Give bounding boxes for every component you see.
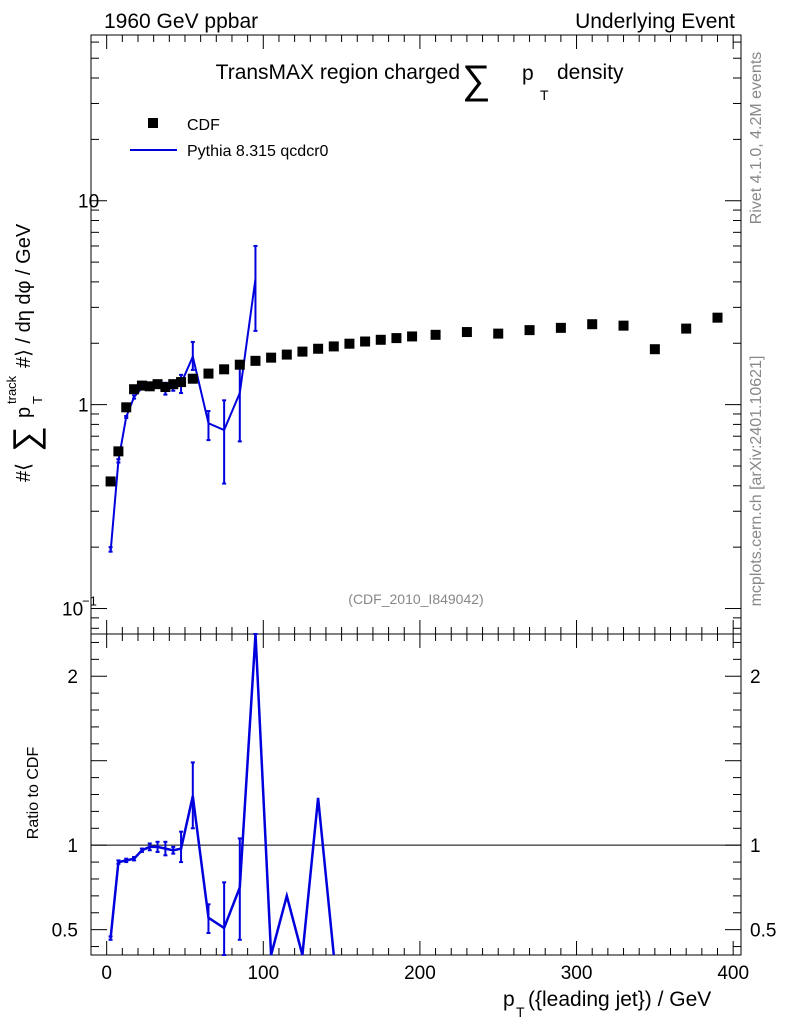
y-tick-label: 10 (78, 192, 99, 213)
cdf-data-point (176, 377, 187, 388)
pythia-line (109, 278, 257, 552)
y-tick-label: 1 (78, 396, 89, 417)
ratio-y-tick-label-left: 0.5 (52, 921, 78, 942)
cdf-data-point (344, 338, 355, 349)
y-tick-label: 10 (62, 600, 83, 621)
y-tick-label-exponent: −1 (82, 594, 97, 609)
svg-text:p: p (13, 407, 35, 418)
cdf-data-point (375, 334, 386, 345)
cdf-data-point (712, 312, 723, 323)
cdf-data-point (152, 379, 163, 390)
ratio-axis-ticks (90, 634, 741, 955)
cdf-data-point (203, 368, 214, 379)
ratio-plot-marks (91, 633, 741, 956)
mcplots-label: mcplots.cern.ch [arXiv:2401.10621] (748, 356, 765, 607)
svg-text:#⟩ / dη dφ / GeV: #⟩ / dη dφ / GeV (13, 223, 35, 368)
cdf-data-point (136, 380, 147, 391)
cdf-data-point (524, 325, 535, 336)
x-tick-label: 300 (561, 963, 593, 984)
svg-text:({leading jet}) / GeV: ({leading jet}) / GeV (528, 988, 711, 1011)
plot-title-prefix: TransMAX region charged (216, 61, 460, 84)
svg-text:track: track (4, 375, 19, 404)
cdf-data-point (297, 346, 308, 357)
cdf-data-point (313, 343, 324, 354)
legend-label-cdf: CDF (187, 117, 220, 134)
svg-text:#⟨: #⟨ (13, 463, 35, 482)
cdf-data-point (360, 336, 371, 347)
cdf-data-point (105, 476, 116, 487)
x-tick-label: 0 (101, 963, 112, 984)
cdf-data-point (187, 373, 198, 384)
cdf-data-point (461, 327, 472, 338)
cdf-data-point (250, 355, 261, 366)
legend-label-pythia: Pythia 8.315 qcdcr0 (187, 143, 329, 160)
legend: CDF Pythia 8.315 qcdcr0 (130, 117, 329, 160)
cdf-data-point (168, 379, 179, 390)
cdf-data-point (266, 352, 277, 363)
main-axis-ticks (90, 35, 741, 634)
ratio-y-tick-label-left: 1 (67, 836, 78, 857)
x-tick-label: 200 (404, 963, 436, 984)
analysis-watermark: (CDF_2010_I849042) (348, 591, 483, 607)
ratio-y-tick-label-right: 2 (750, 667, 761, 688)
ratio-y-tick-label-right: 0.5 (750, 921, 776, 942)
rivet-label: Rivet 4.1.0, 4.2M events (748, 52, 765, 225)
main-plot-marks (105, 244, 723, 553)
svg-text:T: T (516, 1004, 525, 1020)
ratio-line (109, 633, 336, 956)
ratio-y-tick-label-left: 2 (67, 667, 78, 688)
x-tick-label: 400 (717, 963, 749, 984)
svg-text:T: T (30, 396, 45, 404)
cdf-data-point (430, 329, 441, 340)
cdf-data-point (121, 402, 132, 413)
cdf-data-point (160, 382, 171, 393)
plot-title-sum: ∑ (462, 58, 491, 102)
legend-marker-cdf (148, 118, 158, 128)
cdf-data-point (681, 323, 692, 334)
cdf-data-point (219, 364, 230, 375)
ratio-plot-frame (90, 633, 742, 956)
cdf-data-point (144, 381, 155, 392)
cdf-data-point (555, 322, 566, 333)
plot-title-suffix: density (557, 61, 624, 84)
cdf-data-point (407, 331, 418, 342)
x-tick-label: 100 (247, 963, 279, 984)
cdf-data-point (587, 319, 598, 330)
x-axis-label: p T ({leading jet}) / GeV (503, 988, 711, 1020)
cdf-data-point (618, 320, 629, 331)
ratio-y-tick-label-right: 1 (750, 836, 761, 857)
cdf-data-point (649, 344, 660, 355)
cdf-data-point (328, 341, 339, 352)
header-left: 1960 GeV ppbar (104, 10, 258, 33)
cdf-data-point (113, 446, 124, 457)
main-ylabel: #⟨ ∑ p track T #⟩ / dη dφ / GeV (4, 223, 46, 482)
cdf-data-point (493, 328, 504, 339)
cdf-data-point (391, 333, 402, 344)
ratio-ylabel: Ratio to CDF (25, 747, 42, 840)
header-right: Underlying Event (575, 10, 735, 33)
plot-title-p: p (522, 62, 534, 85)
svg-text:p: p (503, 988, 515, 1011)
cdf-data-point (234, 359, 245, 370)
ratio-tick-labels: 0.5 0.5 1 1 2 2 0 100 200 300 400 (52, 667, 777, 984)
cdf-data-point (281, 349, 292, 360)
cdf-data-point (129, 384, 140, 395)
plot-title-sub: T (540, 87, 549, 103)
svg-text:∑: ∑ (5, 426, 46, 452)
